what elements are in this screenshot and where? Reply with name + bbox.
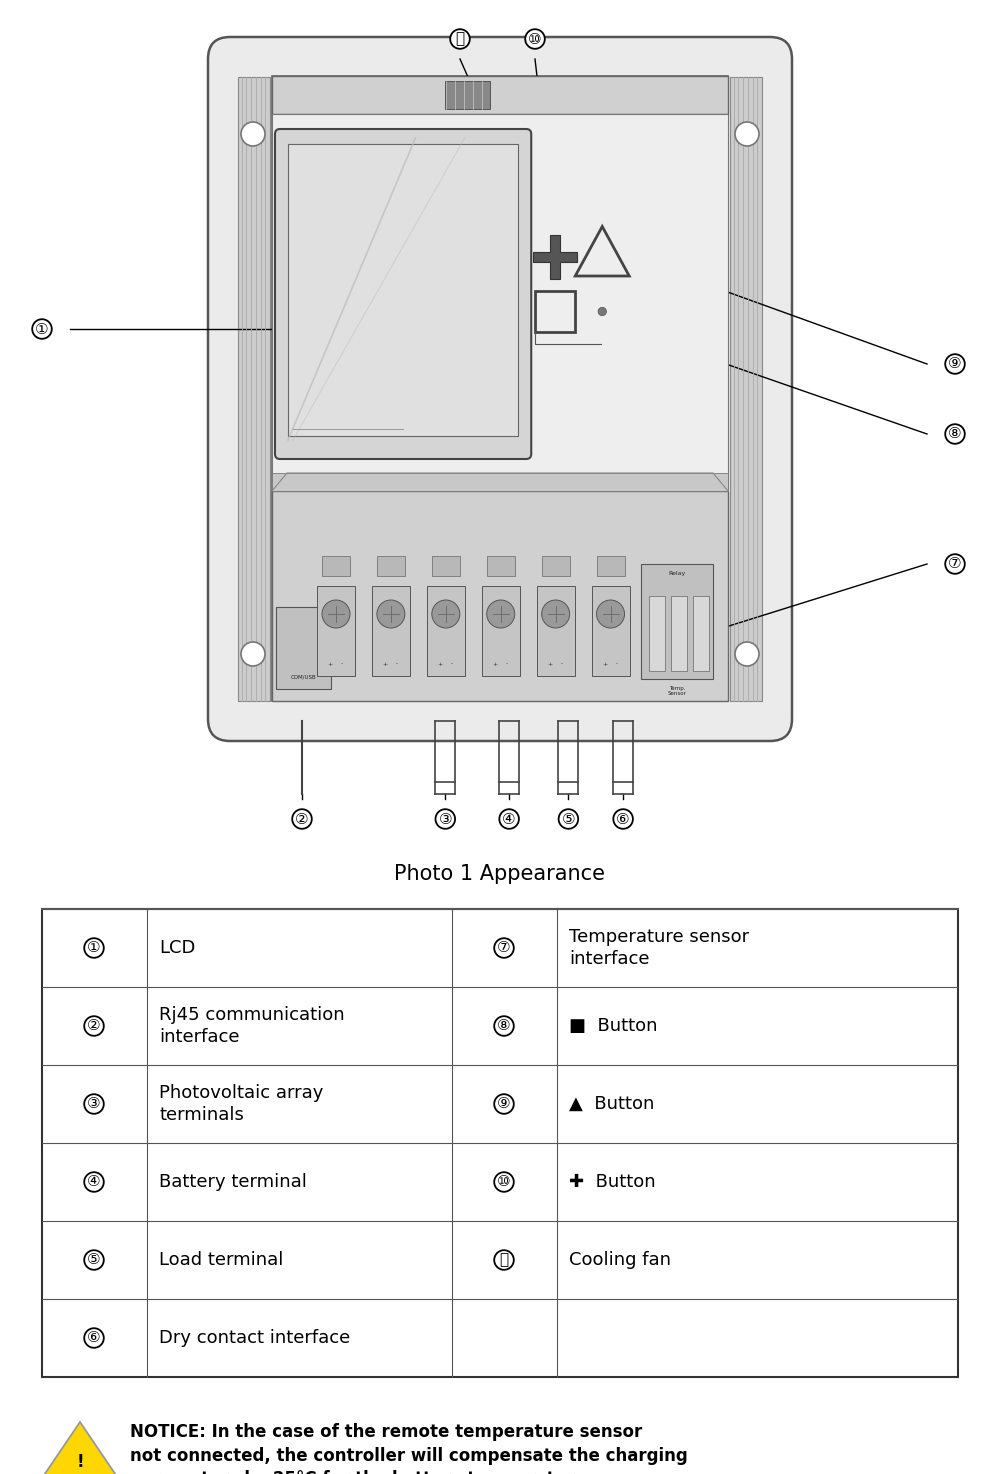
Bar [542,556,570,576]
Bar [238,77,270,702]
Text: +: + [327,662,333,666]
Text: Temperature sensor
interface: Temperature sensor interface [569,929,749,968]
Bar [322,556,350,576]
Bar [671,595,687,671]
Text: ③: ③ [438,812,452,827]
Circle shape [322,600,350,628]
Circle shape [598,307,606,315]
Bar [597,556,625,576]
Text: +: + [382,662,388,666]
Circle shape [241,643,265,666]
Bar [276,607,331,688]
Text: COM/USB: COM/USB [291,675,316,680]
Text: ①: ① [87,940,101,955]
Text: ②: ② [295,812,309,827]
Text: -: - [615,662,618,666]
Text: ①: ① [35,321,49,336]
Bar [445,81,490,109]
Circle shape [487,600,515,628]
Text: Rj45 communication
interface: Rj45 communication interface [159,1005,345,1047]
Bar [592,587,630,677]
Bar [372,587,410,677]
Text: ✚  Button: ✚ Button [569,1173,656,1191]
Text: -: - [506,662,508,666]
FancyBboxPatch shape [208,37,792,741]
Text: ⑥: ⑥ [87,1331,101,1346]
Circle shape [597,600,625,628]
Text: LCD: LCD [159,939,195,957]
Bar [427,587,465,677]
Text: -: - [341,662,343,666]
Text: ⑦: ⑦ [497,940,511,955]
Bar [641,565,713,680]
Text: Load terminal: Load terminal [159,1251,283,1269]
Bar [432,556,460,576]
Text: +: + [492,662,497,666]
Circle shape [432,600,460,628]
Bar [272,77,728,113]
Text: -: - [451,662,453,666]
Text: ⑥: ⑥ [616,812,630,827]
Text: +: + [437,662,442,666]
Text: ⑨: ⑨ [497,1097,511,1111]
Text: Photo 1 Appearance: Photo 1 Appearance [394,864,606,884]
Bar [487,556,515,576]
Text: ⑨: ⑨ [948,357,962,371]
FancyBboxPatch shape [272,77,728,702]
Polygon shape [533,234,577,279]
Text: !: ! [76,1453,84,1471]
Text: +: + [547,662,552,666]
Text: ⑩: ⑩ [497,1175,511,1190]
Text: -: - [396,662,398,666]
Text: ⑩: ⑩ [528,31,542,47]
Text: Relay: Relay [668,572,686,576]
Text: ⑪: ⑪ [455,31,465,47]
Polygon shape [40,1422,120,1474]
FancyBboxPatch shape [275,130,531,458]
Text: +: + [602,662,607,666]
Text: Battery terminal: Battery terminal [159,1173,307,1191]
Text: Dry contact interface: Dry contact interface [159,1330,350,1347]
Circle shape [377,600,405,628]
Text: Photovoltaic array
terminals: Photovoltaic array terminals [159,1083,323,1125]
Text: NOTICE: In the case of the remote temperature sensor
not connected, the controll: NOTICE: In the case of the remote temper… [130,1422,688,1474]
Text: ⑪: ⑪ [499,1253,509,1268]
Text: ④: ④ [87,1175,101,1190]
Circle shape [542,600,570,628]
Text: ⑧: ⑧ [948,426,962,442]
Bar [42,909,958,1377]
Text: ⑤: ⑤ [87,1253,101,1268]
Text: ⑦: ⑦ [948,557,962,572]
Bar [649,595,665,671]
Text: ■  Button: ■ Button [569,1017,658,1035]
Circle shape [735,643,759,666]
Bar [537,587,575,677]
Circle shape [735,122,759,146]
Text: ③: ③ [87,1097,101,1111]
Text: Cooling fan: Cooling fan [569,1251,671,1269]
Bar [377,556,405,576]
Text: -: - [561,662,563,666]
Text: ⑤: ⑤ [562,812,575,827]
Bar [272,113,728,489]
Circle shape [241,122,265,146]
Text: Temp.
Sensor: Temp. Sensor [668,685,686,696]
Bar [693,595,709,671]
Text: ▲  Button: ▲ Button [569,1095,654,1113]
Bar [535,292,575,332]
Bar [272,491,728,702]
Text: ④: ④ [502,812,516,827]
Bar [482,587,520,677]
Bar [730,77,762,702]
Bar [288,144,518,436]
Bar [272,473,728,491]
Bar [317,587,355,677]
Text: ⑧: ⑧ [497,1019,511,1033]
Text: ②: ② [87,1019,101,1033]
